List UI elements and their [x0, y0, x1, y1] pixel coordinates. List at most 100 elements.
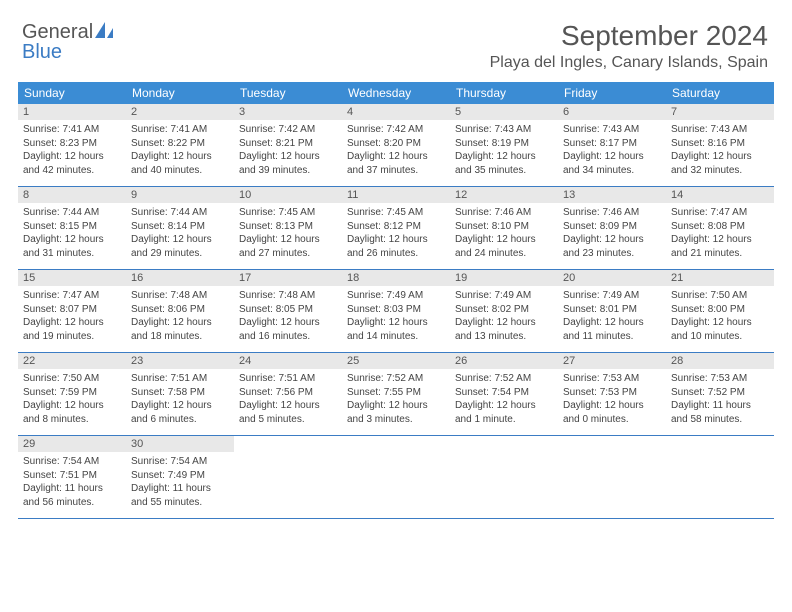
calendar-cell: 10 Sunrise: 7:45 AMSunset: 8:13 PMDayligh… [234, 187, 342, 269]
day-number: 18 [342, 270, 450, 286]
day-details: Sunrise: 7:43 AMSunset: 8:16 PMDaylight:… [671, 123, 769, 177]
day-details: Sunrise: 7:46 AMSunset: 8:10 PMDaylight:… [455, 206, 553, 260]
day-number: 23 [126, 353, 234, 369]
day-number: 20 [558, 270, 666, 286]
day-details: Sunrise: 7:44 AMSunset: 8:14 PMDaylight:… [131, 206, 229, 260]
calendar-cell-empty [666, 436, 774, 518]
day-details: Sunrise: 7:49 AMSunset: 8:03 PMDaylight:… [347, 289, 445, 343]
day-details: Sunrise: 7:54 AMSunset: 7:49 PMDaylight:… [131, 455, 229, 509]
calendar-cell: 14Sunrise: 7:47 AMSunset: 8:08 PMDayligh… [666, 187, 774, 269]
calendar-week: 15 Sunrise: 7:47 AMSunset: 8:07 PMDayligh… [18, 270, 774, 353]
logo: General Blue [22, 22, 115, 62]
day-number: 21 [666, 270, 774, 286]
day-number: 15 [18, 270, 126, 286]
day-number: 17 [234, 270, 342, 286]
calendar-cell: 12 Sunrise: 7:46 AMSunset: 8:10 PMDayligh… [450, 187, 558, 269]
day-details: Sunrise: 7:50 AMSunset: 7:59 PMDaylight:… [23, 372, 121, 426]
calendar: SundayMondayTuesdayWednesdayThursdayFrid… [18, 82, 774, 519]
day-number: 6 [558, 104, 666, 120]
day-number: 2 [126, 104, 234, 120]
day-number: 24 [234, 353, 342, 369]
calendar-cell-empty [450, 436, 558, 518]
day-number: 27 [558, 353, 666, 369]
calendar-cell: 4 Sunrise: 7:42 AMSunset: 8:20 PMDaylight… [342, 104, 450, 186]
day-number: 1 [18, 104, 126, 120]
day-details: Sunrise: 7:49 AMSunset: 8:01 PMDaylight:… [563, 289, 661, 343]
day-header: Wednesday [342, 82, 450, 104]
weeks-container: 1Sunrise: 7:41 AMSunset: 8:23 PMDaylight… [18, 104, 774, 519]
day-details: Sunrise: 7:51 AMSunset: 7:56 PMDaylight:… [239, 372, 337, 426]
calendar-cell: 5Sunrise: 7:43 AMSunset: 8:19 PMDaylight… [450, 104, 558, 186]
calendar-cell: 21Sunrise: 7:50 AMSunset: 8:00 PMDayligh… [666, 270, 774, 352]
day-number: 25 [342, 353, 450, 369]
day-number: 19 [450, 270, 558, 286]
calendar-cell: 8 Sunrise: 7:44 AMSunset: 8:15 PMDaylight… [18, 187, 126, 269]
calendar-week: 22Sunrise: 7:50 AMSunset: 7:59 PMDayligh… [18, 353, 774, 436]
calendar-cell: 3Sunrise: 7:42 AMSunset: 8:21 PMDaylight… [234, 104, 342, 186]
day-number: 4 [342, 104, 450, 120]
day-details: Sunrise: 7:46 AMSunset: 8:09 PMDaylight:… [563, 206, 661, 260]
day-number: 7 [666, 104, 774, 120]
calendar-cell: 23 Sunrise: 7:51 AMSunset: 7:58 PMDayligh… [126, 353, 234, 435]
calendar-cell: 24 Sunrise: 7:51 AMSunset: 7:56 PMDayligh… [234, 353, 342, 435]
calendar-cell: 15 Sunrise: 7:47 AMSunset: 8:07 PMDayligh… [18, 270, 126, 352]
day-header: Tuesday [234, 82, 342, 104]
day-details: Sunrise: 7:51 AMSunset: 7:58 PMDaylight:… [131, 372, 229, 426]
day-number: 9 [126, 187, 234, 203]
day-details: Sunrise: 7:45 AMSunset: 8:13 PMDaylight:… [239, 206, 337, 260]
day-details: Sunrise: 7:53 AMSunset: 7:52 PMDaylight:… [671, 372, 769, 426]
calendar-cell: 19 Sunrise: 7:49 AMSunset: 8:02 PMDayligh… [450, 270, 558, 352]
header: September 2024 Playa del Ingles, Canary … [490, 20, 768, 72]
day-number: 30 [126, 436, 234, 452]
calendar-week: 1Sunrise: 7:41 AMSunset: 8:23 PMDaylight… [18, 104, 774, 187]
day-details: Sunrise: 7:47 AMSunset: 8:08 PMDaylight:… [671, 206, 769, 260]
day-details: Sunrise: 7:54 AMSunset: 7:51 PMDaylight:… [23, 455, 121, 509]
day-details: Sunrise: 7:52 AMSunset: 7:54 PMDaylight:… [455, 372, 553, 426]
calendar-cell: 18 Sunrise: 7:49 AMSunset: 8:03 PMDayligh… [342, 270, 450, 352]
day-details: Sunrise: 7:42 AMSunset: 8:21 PMDaylight:… [239, 123, 337, 177]
day-number: 13 [558, 187, 666, 203]
logo-text-2: Blue [22, 41, 62, 63]
day-details: Sunrise: 7:44 AMSunset: 8:15 PMDaylight:… [23, 206, 121, 260]
calendar-cell: 13 Sunrise: 7:46 AMSunset: 8:09 PMDayligh… [558, 187, 666, 269]
day-details: Sunrise: 7:52 AMSunset: 7:55 PMDaylight:… [347, 372, 445, 426]
day-headers-row: SundayMondayTuesdayWednesdayThursdayFrid… [18, 82, 774, 104]
calendar-cell-empty [234, 436, 342, 518]
day-number: 26 [450, 353, 558, 369]
day-details: Sunrise: 7:43 AMSunset: 8:17 PMDaylight:… [563, 123, 661, 177]
day-details: Sunrise: 7:47 AMSunset: 8:07 PMDaylight:… [23, 289, 121, 343]
day-number: 11 [342, 187, 450, 203]
day-details: Sunrise: 7:53 AMSunset: 7:53 PMDaylight:… [563, 372, 661, 426]
day-details: Sunrise: 7:49 AMSunset: 8:02 PMDaylight:… [455, 289, 553, 343]
calendar-cell: 7 Sunrise: 7:43 AMSunset: 8:16 PMDaylight… [666, 104, 774, 186]
calendar-cell: 2Sunrise: 7:41 AMSunset: 8:22 PMDaylight… [126, 104, 234, 186]
calendar-cell: 9 Sunrise: 7:44 AMSunset: 8:14 PMDaylight… [126, 187, 234, 269]
calendar-cell: 20 Sunrise: 7:49 AMSunset: 8:01 PMDayligh… [558, 270, 666, 352]
day-details: Sunrise: 7:42 AMSunset: 8:20 PMDaylight:… [347, 123, 445, 177]
calendar-cell: 30 Sunrise: 7:54 AMSunset: 7:49 PMDayligh… [126, 436, 234, 518]
day-header: Saturday [666, 82, 774, 104]
day-header: Monday [126, 82, 234, 104]
day-details: Sunrise: 7:43 AMSunset: 8:19 PMDaylight:… [455, 123, 553, 177]
location: Playa del Ingles, Canary Islands, Spain [490, 54, 768, 72]
logo-text-1: General [22, 21, 93, 43]
calendar-cell: 28Sunrise: 7:53 AMSunset: 7:52 PMDayligh… [666, 353, 774, 435]
calendar-cell: 27 Sunrise: 7:53 AMSunset: 7:53 PMDayligh… [558, 353, 666, 435]
day-details: Sunrise: 7:48 AMSunset: 8:06 PMDaylight:… [131, 289, 229, 343]
calendar-cell-empty [342, 436, 450, 518]
day-number: 10 [234, 187, 342, 203]
calendar-cell: 6 Sunrise: 7:43 AMSunset: 8:17 PMDaylight… [558, 104, 666, 186]
calendar-cell-empty [558, 436, 666, 518]
calendar-cell: 1Sunrise: 7:41 AMSunset: 8:23 PMDaylight… [18, 104, 126, 186]
calendar-week: 29 Sunrise: 7:54 AMSunset: 7:51 PMDayligh… [18, 436, 774, 519]
calendar-cell: 11Sunrise: 7:45 AMSunset: 8:12 PMDayligh… [342, 187, 450, 269]
day-header: Friday [558, 82, 666, 104]
calendar-cell: 26 Sunrise: 7:52 AMSunset: 7:54 PMDayligh… [450, 353, 558, 435]
day-number: 12 [450, 187, 558, 203]
day-header: Thursday [450, 82, 558, 104]
day-header: Sunday [18, 82, 126, 104]
day-number: 8 [18, 187, 126, 203]
day-details: Sunrise: 7:48 AMSunset: 8:05 PMDaylight:… [239, 289, 337, 343]
logo-sail-icon [95, 22, 115, 38]
day-number: 29 [18, 436, 126, 452]
